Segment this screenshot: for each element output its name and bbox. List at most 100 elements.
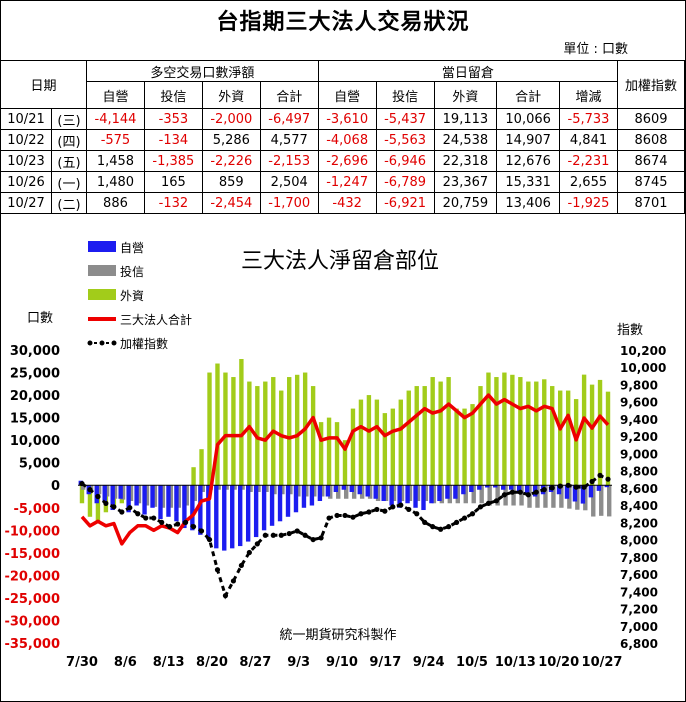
bar-foreign [390, 408, 396, 486]
index-point [143, 515, 149, 521]
bar-dealer [501, 485, 506, 490]
index-point [493, 498, 500, 504]
table-row: 10/21 (三) -4,144 -353 -2,000 -6,497 -3,610 -5,4… [0, 108, 685, 130]
index-point [119, 509, 125, 515]
bar-trust [383, 485, 389, 502]
unit-label: 單位 : 口數 [563, 42, 628, 57]
bar-dealer [102, 485, 107, 502]
bar-trust [232, 485, 237, 490]
y-tick-label: -25,000 [4, 592, 60, 607]
index-point [358, 511, 364, 517]
index-point [127, 505, 133, 511]
bar-dealer [429, 485, 434, 504]
bar-foreign [510, 374, 515, 486]
bar-trust [128, 485, 134, 502]
bar-trust [344, 485, 349, 499]
index-point [206, 536, 213, 543]
bar-foreign [565, 390, 571, 486]
y2-axis-label: 指數 [617, 323, 643, 338]
date-cell: 10/27 [0, 192, 52, 214]
bar-dealer [293, 485, 299, 513]
value-cell: -132 [143, 192, 203, 214]
index-point [485, 500, 492, 506]
index-point [541, 487, 547, 493]
group-header-oi: 當日留倉 [317, 60, 619, 82]
bar-dealer [469, 485, 474, 492]
x-tick-label: 10/27 [582, 655, 623, 670]
x-tick-label: 9/17 [369, 655, 401, 670]
value-cell: -2,000 [201, 108, 261, 130]
bar-dealer [556, 485, 562, 495]
value-cell: 165 [143, 171, 203, 193]
legend-swatch [88, 265, 116, 276]
index-point [501, 492, 508, 498]
bar-dealer [453, 485, 458, 499]
y2-tick-label: 8,200 [620, 516, 658, 530]
value-cell: 22,318 [433, 150, 498, 172]
bar-foreign [350, 408, 356, 486]
bar-foreign [462, 408, 467, 486]
y2-tick-label: 9,200 [620, 430, 658, 444]
bar-dealer [277, 485, 283, 522]
index-point [374, 506, 380, 513]
bar-trust [280, 485, 285, 495]
bar-trust [575, 485, 580, 510]
index-point [238, 562, 244, 569]
value-cell: 5,286 [201, 129, 261, 151]
y2-tick-label: 9,600 [620, 396, 658, 410]
index-point [159, 519, 165, 525]
y-axis-label: 口數 [27, 311, 53, 326]
bar-dealer [230, 485, 235, 549]
index-point [453, 519, 460, 525]
bar-dealer [461, 485, 466, 495]
x-tick-label: 9/3 [287, 655, 310, 670]
chart-title: 三大法人淨留倉部位 [241, 249, 439, 274]
bar-trust [336, 485, 341, 499]
value-cell: -2,231 [559, 150, 618, 172]
bar-trust [423, 485, 429, 502]
index-cell: 8608 [617, 129, 685, 151]
bar-trust [296, 485, 301, 497]
index-point [111, 504, 117, 510]
bar-trust [543, 485, 548, 508]
x-tick-label: 8/13 [153, 655, 185, 670]
legend-label: 加權指數 [120, 336, 168, 351]
y2-tick-label: 6,800 [620, 637, 658, 651]
table-row: 10/23 (五) 1,458 -1,385 -2,226 -2,153 -2,696 -6,… [0, 150, 685, 172]
x-tick-label: 7/30 [66, 655, 98, 670]
bar-foreign [534, 381, 539, 486]
bar-dealer [190, 485, 195, 531]
bar-foreign [239, 359, 244, 486]
index-point [198, 528, 205, 534]
bar-foreign [558, 390, 563, 486]
index-point [382, 508, 388, 514]
bar-dealer [198, 485, 203, 535]
bar-foreign [502, 372, 507, 486]
bar-foreign [318, 422, 324, 486]
bar-trust [359, 485, 365, 499]
bar-trust [559, 485, 564, 508]
index-point [230, 578, 237, 584]
y-tick-label: -15,000 [4, 547, 60, 562]
bar-foreign [470, 404, 475, 486]
bar-trust [240, 485, 245, 490]
bar-dealer [253, 485, 259, 538]
value-cell: 24,538 [433, 129, 498, 151]
bar-foreign [287, 377, 292, 486]
column-header: 合計 [259, 81, 319, 109]
bar-trust [176, 485, 182, 508]
bar-dealer [516, 485, 522, 492]
y2-tick-label: 8,000 [620, 534, 658, 548]
bar-trust [495, 485, 500, 506]
bar-trust [479, 485, 484, 504]
value-cell: 15,331 [496, 171, 561, 193]
value-cell: -6,946 [375, 150, 435, 172]
bar-trust [551, 485, 556, 508]
bar-dealer [301, 485, 307, 508]
group-header-net: 多空交易口數淨額 [86, 60, 319, 82]
bar-foreign [358, 399, 364, 486]
index-point [278, 532, 284, 538]
bar-trust [431, 485, 437, 504]
value-cell: -6,789 [375, 171, 435, 193]
value-cell: -432 [317, 192, 377, 214]
